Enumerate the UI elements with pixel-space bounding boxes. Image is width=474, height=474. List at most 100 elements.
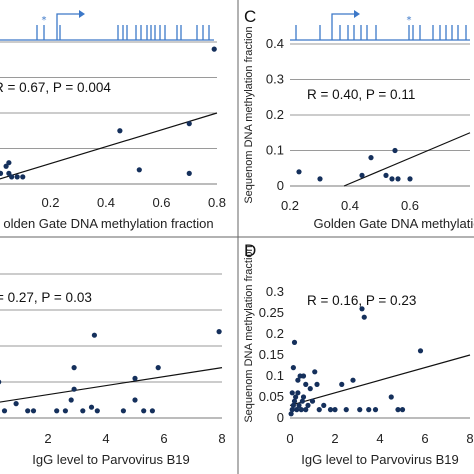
data-point [395, 407, 401, 413]
y-tick-label: 0.2 [266, 107, 284, 122]
data-point [120, 408, 126, 414]
y-tick-label: 0.1 [266, 368, 284, 383]
data-point [291, 398, 298, 404]
y-tick-label: 0.1 [266, 143, 284, 158]
data-point [327, 407, 334, 413]
data-point [30, 408, 37, 414]
x-tick-label: 2 [44, 431, 51, 446]
y-axis-label: Sequenom DNA methylation fraction [243, 26, 255, 203]
x-tick-label: 0.8 [208, 195, 226, 210]
x-tick-label: 0.2 [41, 195, 59, 210]
cpg-star-marker: * [407, 15, 412, 26]
correlation-stat: R = 0.67, P = 0.004 [0, 80, 111, 95]
panel-bottom-left: 2 4 6 8 = 0.27, P = 0.03 IgG level to Parvovi… [0, 273, 226, 467]
data-point [389, 176, 395, 182]
data-point [361, 314, 367, 320]
data-point [383, 172, 389, 178]
data-point [321, 402, 327, 408]
x-axis-label: olden Gate DNA methylation fraction [3, 216, 213, 231]
panel-letter-d: D [244, 241, 256, 260]
x-tick-label: 2 [331, 431, 338, 446]
data-point [332, 407, 338, 413]
data-point [68, 397, 74, 403]
data-point [149, 408, 155, 414]
y-tick-label: 0.25 [259, 305, 284, 320]
data-point [303, 381, 309, 387]
data-point [186, 121, 192, 127]
x-axis-label: IgG level to Parvovirus B19 [32, 452, 190, 467]
data-point [71, 365, 77, 371]
data-point [298, 407, 304, 413]
panel-letter-c: C [244, 7, 256, 26]
data-point [309, 398, 316, 404]
data-point [388, 394, 394, 400]
correlation-stat: R = 0.40, P = 0.11 [307, 87, 415, 102]
data-point [288, 411, 294, 417]
data-point [1, 408, 8, 414]
data-point [0, 379, 2, 385]
trend-line [0, 367, 223, 403]
data-point [296, 402, 302, 408]
data-point [350, 377, 356, 383]
data-point [211, 46, 217, 52]
y-tick-label: 0.3 [266, 284, 284, 299]
x-tick-label: 4 [102, 431, 109, 446]
tss-arrow [331, 13, 354, 25]
data-point [88, 404, 95, 410]
data-point [314, 381, 320, 387]
x-tick-label: 0 [286, 431, 293, 446]
data-point [80, 408, 86, 414]
data-point [366, 407, 372, 413]
cpg-star-marker: * [42, 15, 47, 26]
data-point [289, 407, 295, 413]
gene-track: * [290, 10, 470, 41]
trend-line [0, 112, 218, 180]
x-tick-label: 0.4 [341, 198, 359, 213]
x-tick-label: 0.4 [97, 195, 115, 210]
data-point [295, 390, 301, 396]
x-tick-label: 0.2 [281, 198, 299, 213]
y-tick-label: 0.4 [266, 36, 284, 51]
data-point [117, 128, 123, 134]
data-point [343, 407, 349, 413]
x-tick-label: 0.6 [152, 195, 170, 210]
data-point [132, 375, 138, 381]
y-tick-label: 0 [277, 178, 284, 193]
data-point [290, 365, 296, 371]
data-point [13, 401, 19, 407]
data-point [399, 407, 406, 413]
data-point [91, 332, 97, 338]
x-tick-label: 6 [421, 431, 428, 446]
data-point [155, 365, 161, 371]
tss-arrow-head [354, 10, 360, 18]
data-point [62, 408, 68, 414]
data-point [6, 170, 12, 176]
y-tick-label: 0.3 [266, 72, 284, 87]
data-point [359, 172, 365, 178]
panel-c: 0.2 0.4 0.6 0 0.1 0.2 0.3 0.4 R = 0.40, P = 0.11… [243, 10, 474, 231]
data-point [0, 170, 4, 176]
data-point [368, 155, 374, 161]
y-tick-label: 0 [277, 410, 284, 425]
x-axis-label: IgG level to Parvovirus B19 [301, 452, 459, 467]
data-point [6, 160, 12, 166]
data-point [216, 329, 222, 335]
data-point [290, 402, 296, 408]
data-point [303, 407, 309, 413]
data-point [136, 167, 142, 173]
y-tick-label: 0.15 [259, 347, 284, 362]
data-point [359, 306, 365, 312]
x-tick-label: 8 [218, 431, 225, 446]
data-point [71, 386, 77, 392]
x-tick-label: 8 [466, 431, 473, 446]
x-tick-label: 4 [376, 431, 383, 446]
y-tick-label: 0.05 [259, 389, 284, 404]
data-point [407, 176, 413, 182]
tss-arrow-head [79, 10, 85, 18]
data-point [372, 407, 379, 413]
data-point [395, 176, 401, 182]
data-point [299, 398, 305, 404]
data-point [300, 394, 307, 400]
data-point [295, 377, 301, 383]
